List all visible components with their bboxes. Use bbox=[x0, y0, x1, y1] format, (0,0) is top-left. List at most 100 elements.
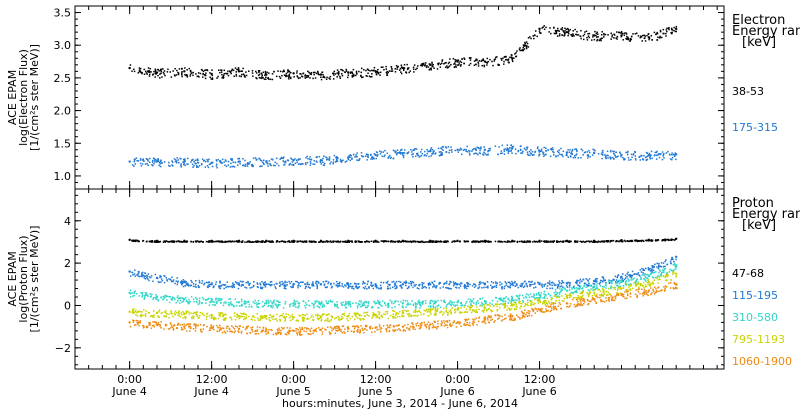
data-point-795-1193 bbox=[425, 309, 427, 312]
data-point-310-580 bbox=[525, 293, 528, 295]
data-point-175-315 bbox=[337, 157, 339, 159]
data-point-47-68 bbox=[603, 240, 606, 242]
data-point-175-315 bbox=[323, 155, 325, 158]
data-point-175-315 bbox=[182, 158, 185, 161]
data-point-47-68 bbox=[258, 240, 260, 243]
data-point-115-195 bbox=[477, 287, 479, 289]
data-point-115-195 bbox=[558, 280, 560, 282]
data-point-47-68 bbox=[475, 240, 477, 242]
data-point-115-195 bbox=[177, 280, 179, 282]
data-point-47-68 bbox=[208, 241, 210, 243]
data-point-175-315 bbox=[182, 161, 184, 163]
series-marker-47-68 bbox=[237, 239, 241, 243]
data-point-115-195 bbox=[323, 283, 326, 285]
data-point-115-195 bbox=[275, 287, 277, 290]
data-point-115-195 bbox=[276, 283, 278, 285]
data-point-175-315 bbox=[261, 165, 263, 167]
data-point-47-68 bbox=[616, 240, 619, 242]
data-point-795-1193 bbox=[245, 318, 247, 320]
data-point-310-580 bbox=[592, 286, 594, 288]
data-point-115-195 bbox=[650, 269, 653, 272]
data-point-47-68 bbox=[165, 240, 168, 242]
data-point-38-53 bbox=[617, 31, 620, 34]
data-point-310-580 bbox=[579, 287, 582, 289]
data-point-795-1193 bbox=[482, 309, 485, 312]
data-point-115-195 bbox=[486, 280, 489, 283]
data-point-38-53 bbox=[491, 60, 493, 63]
data-point-310-580 bbox=[644, 275, 647, 278]
data-point-115-195 bbox=[133, 273, 136, 275]
data-point-310-580 bbox=[460, 301, 462, 304]
data-point-310-580 bbox=[457, 299, 460, 302]
data-point-795-1193 bbox=[478, 308, 480, 311]
data-point-115-195 bbox=[448, 287, 451, 290]
data-point-115-195 bbox=[427, 283, 430, 285]
data-point-115-195 bbox=[374, 285, 377, 287]
data-point-38-53 bbox=[290, 77, 292, 80]
data-point-38-53 bbox=[458, 64, 460, 66]
data-point-310-580 bbox=[393, 302, 395, 305]
data-point-175-315 bbox=[477, 153, 479, 156]
data-point-115-195 bbox=[503, 287, 506, 290]
data-point-38-53 bbox=[557, 29, 559, 32]
data-point-115-195 bbox=[513, 282, 516, 284]
data-point-175-315 bbox=[479, 152, 482, 155]
series-marker-310-580 bbox=[210, 300, 213, 303]
data-point-38-53 bbox=[220, 69, 223, 72]
data-point-310-580 bbox=[673, 268, 676, 271]
data-point-38-53 bbox=[595, 36, 598, 38]
data-point-38-53 bbox=[245, 71, 247, 73]
data-point-38-53 bbox=[145, 72, 148, 74]
data-point-175-315 bbox=[542, 152, 545, 154]
data-point-115-195 bbox=[245, 287, 248, 289]
data-point-310-580 bbox=[521, 294, 524, 297]
data-point-795-1193 bbox=[387, 317, 389, 320]
data-point-310-580 bbox=[307, 300, 310, 302]
data-point-38-53 bbox=[150, 71, 152, 73]
data-point-115-195 bbox=[427, 284, 430, 286]
data-point-38-53 bbox=[185, 74, 187, 77]
data-point-115-195 bbox=[279, 281, 281, 283]
data-point-175-315 bbox=[284, 163, 286, 165]
data-point-38-53 bbox=[279, 77, 282, 79]
data-point-115-195 bbox=[489, 284, 492, 287]
data-point-38-53 bbox=[487, 60, 490, 63]
data-point-175-315 bbox=[192, 166, 194, 168]
data-point-47-68 bbox=[651, 240, 653, 242]
data-point-175-315 bbox=[384, 149, 386, 152]
data-point-310-580 bbox=[625, 283, 627, 286]
data-point-795-1193 bbox=[433, 313, 436, 316]
data-point-47-68 bbox=[281, 240, 284, 242]
data-point-38-53 bbox=[352, 75, 355, 77]
data-point-795-1193 bbox=[259, 315, 262, 317]
data-point-47-68 bbox=[507, 241, 510, 243]
data-point-47-68 bbox=[453, 240, 456, 243]
data-point-795-1193 bbox=[199, 314, 201, 317]
data-point-175-315 bbox=[556, 150, 559, 153]
data-point-115-195 bbox=[658, 265, 660, 268]
data-point-175-315 bbox=[382, 151, 385, 153]
data-point-310-580 bbox=[550, 296, 553, 299]
data-point-115-195 bbox=[585, 284, 588, 286]
data-point-175-315 bbox=[487, 150, 489, 153]
data-point-175-315 bbox=[358, 159, 361, 161]
data-point-175-315 bbox=[536, 147, 539, 150]
data-point-175-315 bbox=[426, 152, 428, 155]
series-marker-310-580 bbox=[374, 302, 377, 305]
data-point-175-315 bbox=[660, 153, 662, 155]
data-point-47-68 bbox=[241, 240, 244, 242]
data-point-38-53 bbox=[300, 73, 302, 75]
data-point-310-580 bbox=[511, 299, 513, 302]
data-point-115-195 bbox=[186, 283, 188, 286]
data-point-795-1193 bbox=[482, 311, 485, 313]
data-point-47-68 bbox=[503, 240, 506, 243]
data-point-175-315 bbox=[435, 152, 437, 154]
data-point-115-195 bbox=[306, 283, 309, 286]
data-point-175-315 bbox=[558, 153, 561, 155]
data-point-47-68 bbox=[410, 241, 413, 243]
data-point-310-580 bbox=[312, 305, 315, 307]
data-point-47-68 bbox=[580, 241, 583, 243]
data-point-115-195 bbox=[150, 275, 153, 277]
data-point-310-580 bbox=[626, 277, 629, 280]
data-point-47-68 bbox=[562, 241, 565, 243]
